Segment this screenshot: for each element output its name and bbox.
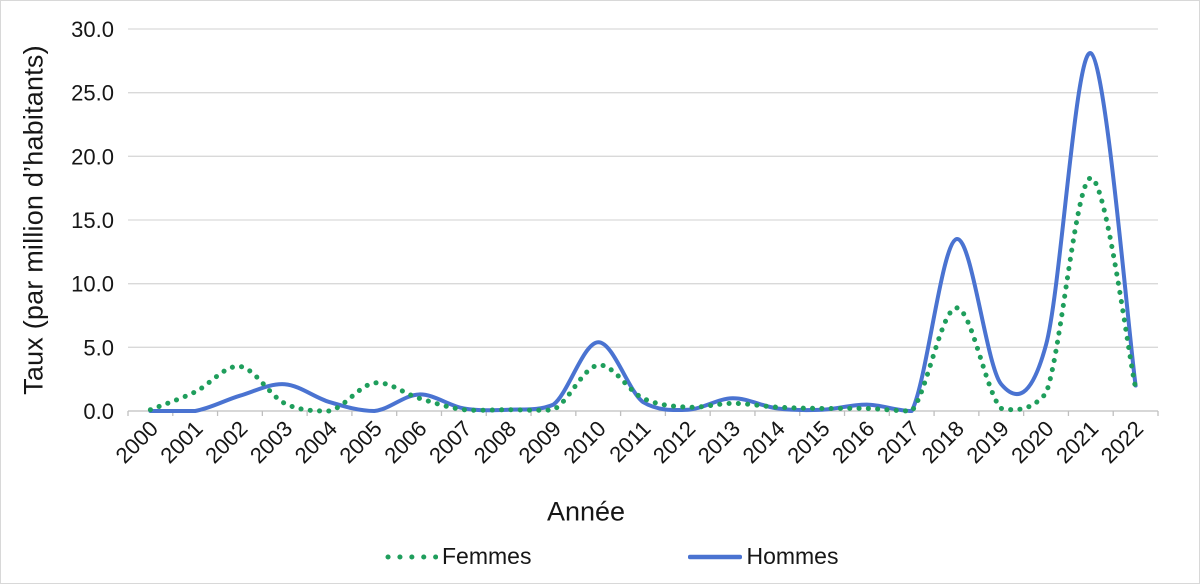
x-tick-label: 2014 — [738, 416, 790, 468]
series-line-hommes — [148, 51, 1138, 413]
x-tick-label: 2016 — [827, 416, 879, 468]
x-tick-label: 2018 — [917, 416, 969, 468]
x-tick-label: 2003 — [245, 416, 297, 468]
legend-item-femmes: Femmes — [384, 543, 531, 570]
x-tick-label: 2020 — [1006, 416, 1058, 468]
x-tick-label: 2001 — [155, 416, 207, 468]
y-tick-label: 20.0 — [71, 144, 114, 169]
hommes-line-swatch-icon — [688, 554, 743, 559]
legend-item-hommes: Hommes — [688, 543, 838, 570]
legend: Femmes Hommes — [384, 543, 838, 570]
y-tick-label: 30.0 — [71, 17, 114, 42]
x-tick-label: 2008 — [469, 416, 521, 468]
x-tick-label: 2002 — [200, 416, 252, 468]
y-tick-label: 15.0 — [71, 208, 114, 233]
x-tick-label: 2021 — [1051, 416, 1103, 468]
x-tick-label: 2015 — [782, 416, 834, 468]
x-tick-label: 2004 — [290, 416, 342, 468]
x-tick-label: 2011 — [604, 416, 655, 467]
x-tick-label: 2007 — [424, 416, 476, 468]
x-tick-label: 2013 — [693, 416, 745, 468]
x-tick-label: 2012 — [648, 416, 700, 468]
x-tick-label: 2010 — [558, 416, 610, 468]
series-line-femmes — [147, 175, 1139, 414]
y-axis-title: Taux (par million d’habitants) — [18, 45, 49, 395]
x-axis-title: Année — [546, 496, 626, 527]
x-tick-label: 2019 — [962, 416, 1014, 468]
x-tick-label: 2017 — [872, 416, 924, 468]
y-tick-label: 25.0 — [71, 81, 114, 106]
y-tick-label: 10.0 — [71, 272, 114, 297]
y-tick-label: 5.0 — [83, 335, 114, 360]
x-tick-label: 2005 — [335, 416, 387, 468]
femmes-dotted-swatch-icon — [385, 554, 438, 559]
legend-label-hommes: Hommes — [746, 543, 839, 569]
legend-label-femmes: Femmes — [442, 543, 532, 569]
x-tick-label: 2000 — [111, 416, 163, 468]
y-tick-label: 0.0 — [83, 399, 114, 424]
x-tick-label: 2009 — [514, 416, 566, 468]
x-tick-label: 2006 — [379, 416, 431, 468]
x-tick-label: 2022 — [1096, 416, 1148, 468]
